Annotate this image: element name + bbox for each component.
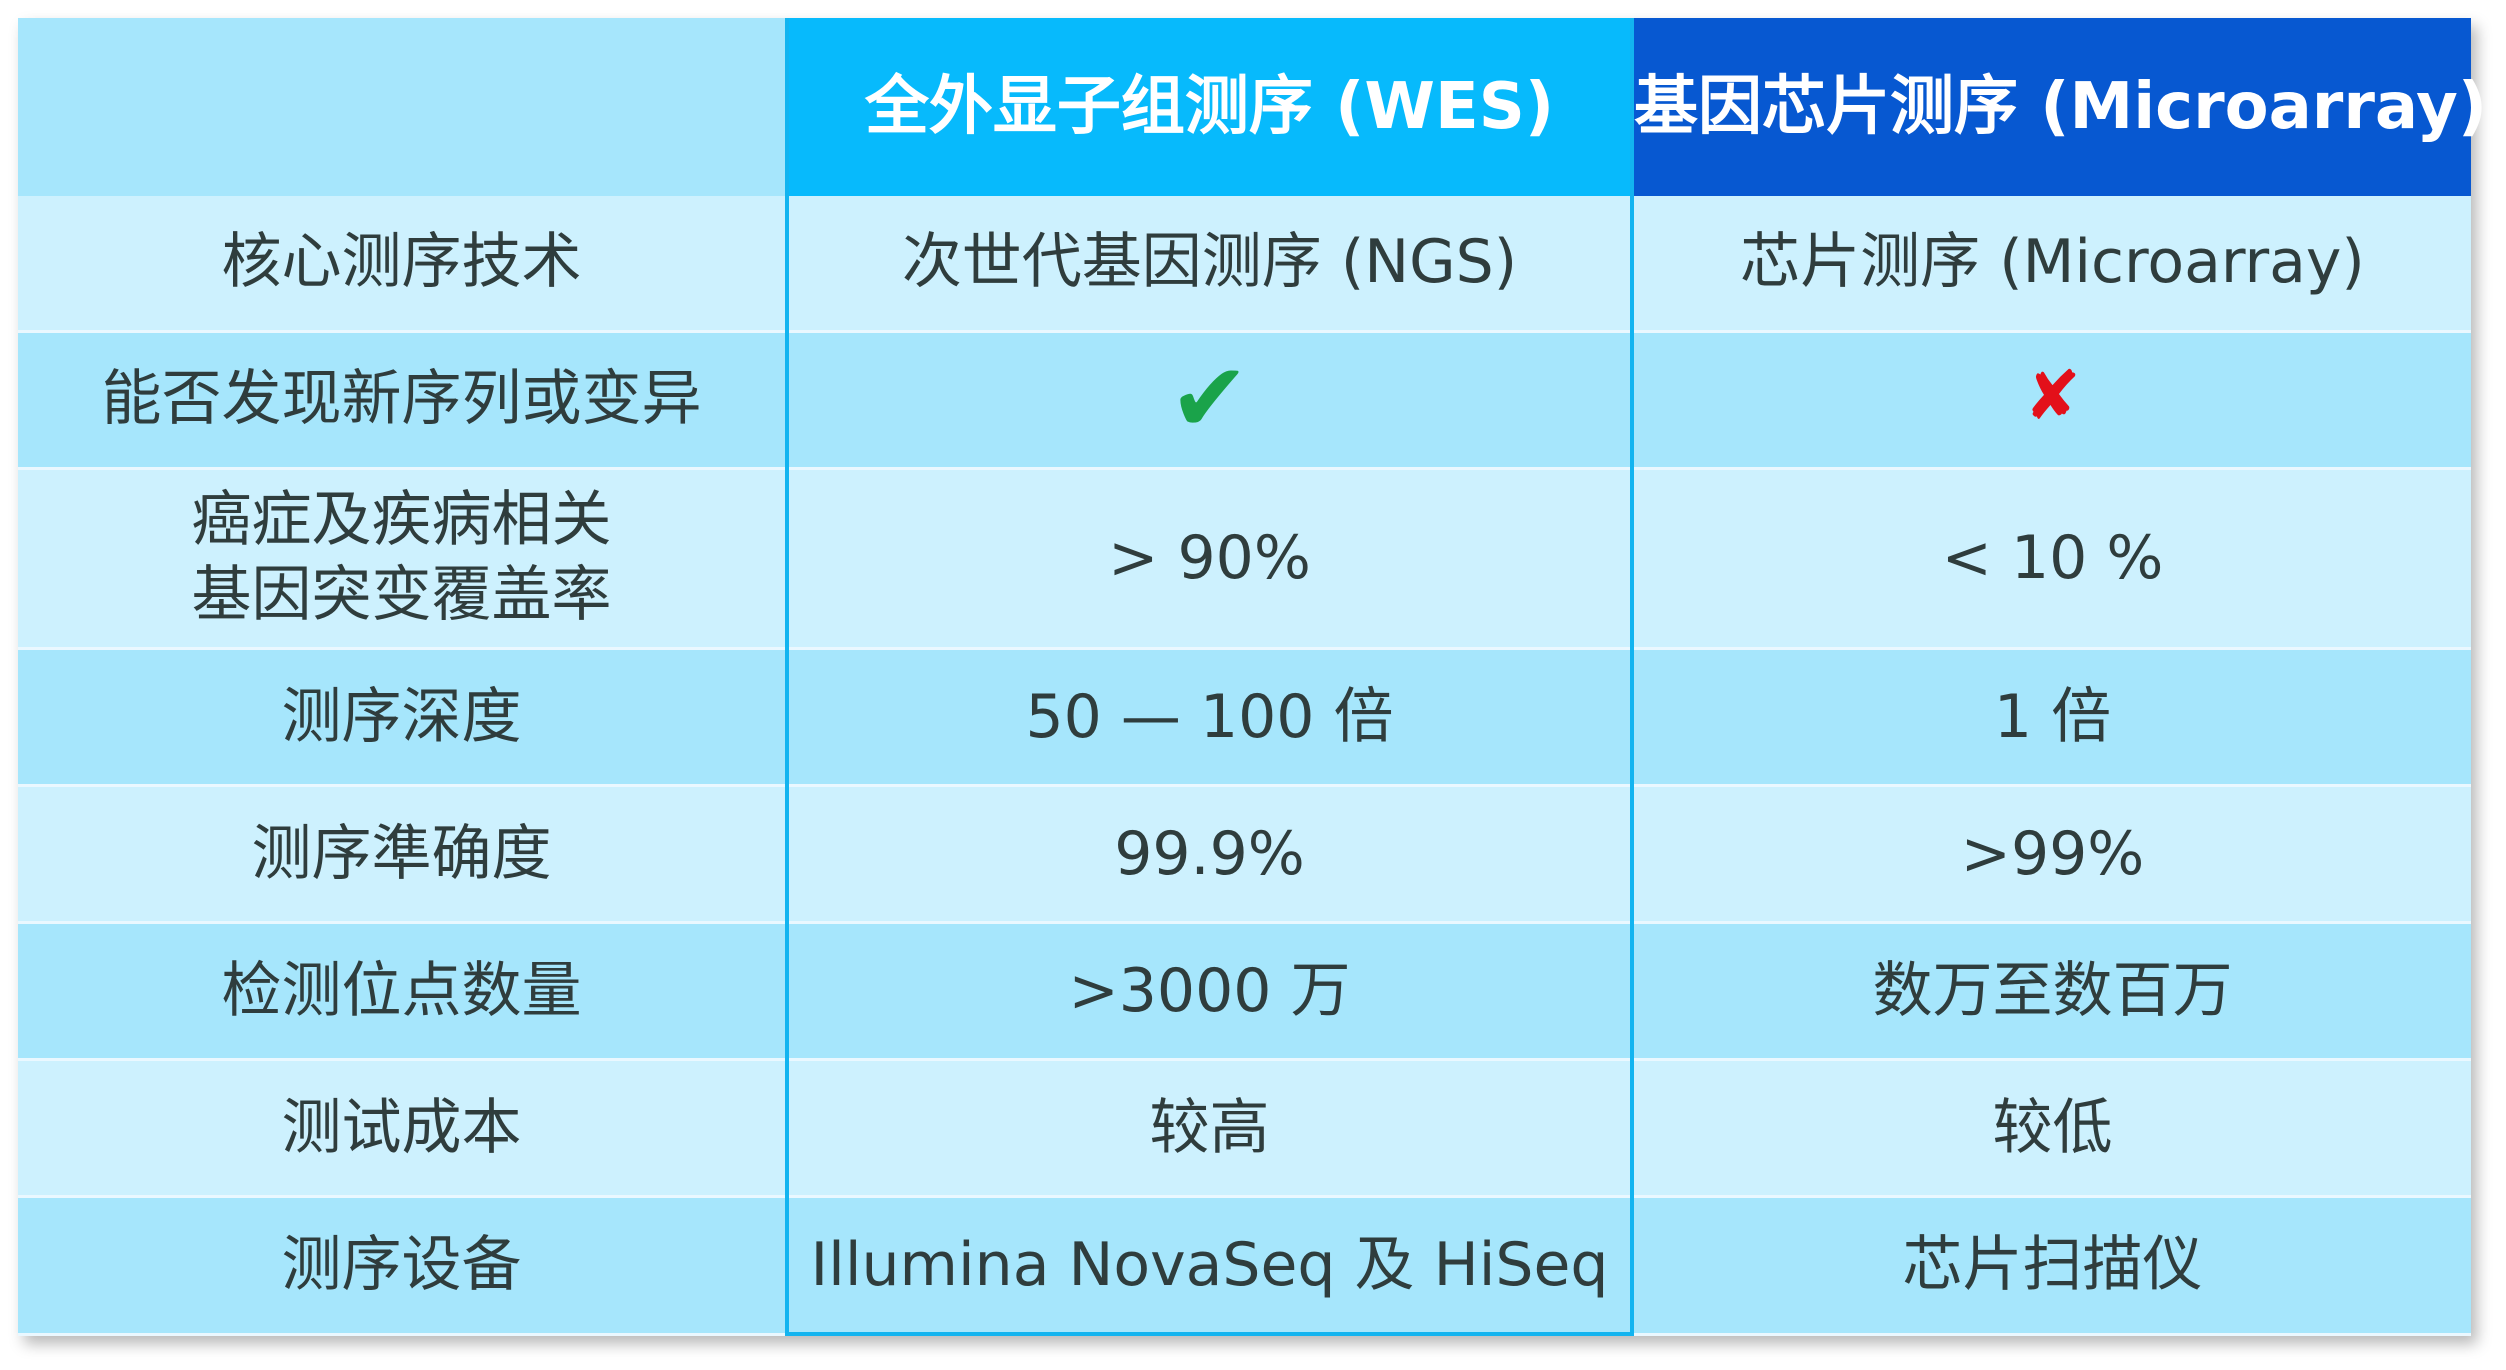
microarray-value: 芯片扫描仪	[1632, 1196, 2471, 1336]
cross-icon: ✘	[2024, 357, 2081, 437]
header-row: 全外显子组测序 (WES) 基因芯片测序 (Microarray)	[18, 18, 2487, 196]
table-row: 检测位点数量 >3000 万 数万至数百万	[18, 922, 2471, 1062]
row-label: 测序深度	[18, 648, 787, 788]
microarray-value: ✘	[1632, 331, 2471, 470]
table-row: 测序设备 Illumina NovaSeq 及 HiSeq 芯片扫描仪	[18, 1196, 2471, 1337]
wes-value: 次世代基因测序 (NGS)	[785, 195, 1634, 333]
microarray-value: 数万至数百万	[1632, 922, 2471, 1062]
row-label: 能否发现新序列或变异	[18, 331, 787, 470]
wes-value: 较高	[785, 1059, 1634, 1199]
microarray-value: >99%	[1632, 785, 2471, 925]
table-row: 能否发现新序列或变异 ✔ ✘	[18, 331, 2471, 470]
table-row: 癌症及疾病相关 基因突变覆盖率 > 90% < 10 %	[18, 468, 2471, 651]
row-label: 核心测序技术	[18, 195, 787, 333]
row-label: 测序设备	[18, 1196, 787, 1336]
row-label-line: 癌症及疾病相关	[191, 485, 612, 556]
microarray-value: 1 倍	[1632, 648, 2471, 788]
wes-value: 50 — 100 倍	[785, 648, 1634, 788]
table-row: 测序深度 50 — 100 倍 1 倍	[18, 648, 2471, 788]
table-row: 核心测序技术 次世代基因测序 (NGS) 芯片测序 (Microarray)	[18, 195, 2471, 333]
header-wes: 全外显子组测序 (WES)	[785, 18, 1634, 196]
header-corner-cell	[18, 18, 787, 196]
comparison-table: 全外显子组测序 (WES) 基因芯片测序 (Microarray) 核心测序技术…	[18, 18, 2487, 1337]
row-label: 测试成本	[18, 1059, 787, 1199]
table-row: 测序準确度 99.9% >99%	[18, 785, 2471, 925]
wes-value: >3000 万	[785, 922, 1634, 1062]
microarray-value: < 10 %	[1632, 468, 2471, 651]
wes-value: Illumina NovaSeq 及 HiSeq	[785, 1196, 1634, 1337]
wes-value: 99.9%	[785, 785, 1634, 925]
wes-value: ✔	[785, 331, 1634, 470]
row-label: 测序準确度	[18, 785, 787, 925]
row-label: 检测位点数量	[18, 922, 787, 1062]
comparison-table-container: 全外显子组测序 (WES) 基因芯片测序 (Microarray) 核心测序技术…	[18, 18, 2487, 1337]
wes-value: > 90%	[785, 468, 1634, 651]
microarray-value: 芯片测序 (Microarray)	[1632, 195, 2471, 333]
table-row: 测试成本 较高 较低	[18, 1059, 2471, 1199]
row-label-line: 基因突变覆盖率	[191, 560, 612, 631]
microarray-value: 较低	[1632, 1059, 2471, 1199]
header-microarray: 基因芯片测序 (Microarray)	[1632, 18, 2487, 196]
row-label: 癌症及疾病相关 基因突变覆盖率	[18, 468, 787, 651]
check-icon: ✔	[1169, 342, 1250, 455]
